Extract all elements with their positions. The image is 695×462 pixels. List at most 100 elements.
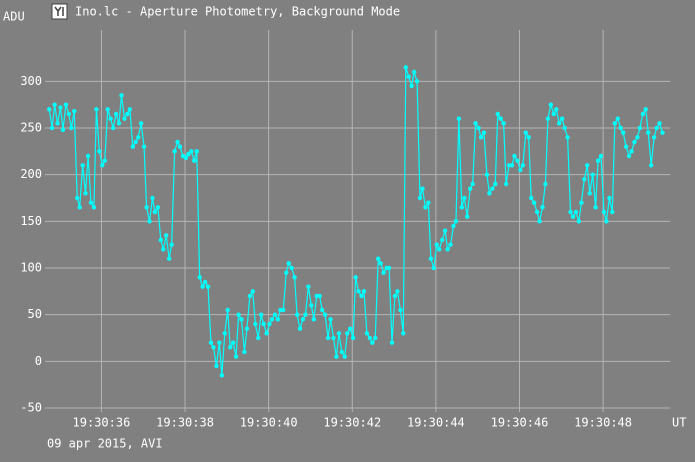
data-point: [116, 121, 122, 126]
data-point: [192, 158, 197, 163]
data-point: [473, 121, 478, 126]
data-point: [141, 144, 147, 149]
data-point: [434, 242, 439, 247]
data-point: [200, 284, 205, 289]
data-point: [217, 340, 222, 345]
data-point: [300, 317, 306, 322]
data-point: [515, 158, 520, 163]
y-tick-label: 0: [35, 354, 42, 368]
data-point: [529, 195, 534, 201]
data-point: [284, 270, 289, 275]
data-point: [364, 331, 370, 336]
data-point: [370, 340, 375, 345]
data-point: [225, 307, 230, 313]
data-point: [651, 135, 657, 140]
data-point: [202, 279, 208, 285]
y-tick-label: 300: [20, 74, 42, 88]
data-point: [155, 205, 161, 210]
data-point: [289, 265, 294, 271]
data-point: [253, 321, 258, 327]
data-point: [91, 205, 97, 210]
data-point: [345, 331, 350, 336]
data-point: [88, 200, 94, 205]
data-point: [615, 116, 620, 121]
data-point: [169, 242, 174, 247]
data-point: [208, 340, 214, 345]
data-point: [406, 74, 411, 79]
data-point: [411, 69, 417, 75]
data-point: [228, 345, 233, 350]
data-point: [236, 312, 241, 317]
data-point: [214, 363, 219, 369]
data-point: [166, 256, 172, 261]
data-point: [136, 135, 141, 140]
data-point: [272, 312, 278, 317]
data-point: [573, 209, 579, 215]
data-point: [534, 209, 540, 215]
data-point: [256, 335, 261, 341]
data-point: [286, 261, 291, 266]
data-point: [590, 172, 595, 177]
data-point: [183, 155, 189, 161]
data-point: [520, 163, 526, 168]
data-point: [540, 205, 545, 210]
data-point: [426, 200, 431, 205]
data-point: [152, 209, 158, 215]
data-point: [487, 191, 492, 196]
data-point: [275, 317, 281, 322]
data-point: [401, 331, 406, 336]
data-point: [175, 139, 180, 145]
data-point: [484, 172, 490, 177]
y-axis-label: ADU: [3, 10, 25, 24]
data-point: [356, 289, 361, 294]
data-point: [545, 116, 551, 121]
data-point: [102, 158, 107, 163]
data-point: [122, 116, 127, 121]
data-point: [640, 111, 646, 117]
data-point: [657, 121, 662, 126]
data-point: [428, 256, 434, 261]
data-point: [52, 102, 57, 107]
data-point: [490, 186, 495, 191]
data-point: [49, 125, 55, 131]
x-axis-label: UT: [672, 416, 686, 430]
data-point: [258, 312, 264, 317]
data-point: [325, 335, 331, 341]
data-point: [576, 219, 582, 224]
data-point: [127, 107, 133, 112]
data-point: [623, 144, 629, 149]
data-point: [612, 121, 618, 126]
data-point: [582, 177, 587, 182]
x-tick-label: 19:30:42: [323, 416, 381, 430]
data-point: [518, 167, 523, 173]
data-point: [420, 186, 425, 191]
data-point: [158, 237, 164, 243]
data-point: [110, 125, 116, 131]
data-point: [509, 163, 515, 168]
x-tick-label: 19:30:36: [73, 416, 131, 430]
data-point: [230, 340, 236, 345]
data-point: [389, 340, 395, 345]
data-point: [373, 335, 378, 341]
data-point: [347, 326, 353, 331]
data-point: [130, 144, 135, 149]
data-point: [105, 107, 110, 112]
data-point: [250, 289, 255, 294]
data-point: [453, 219, 459, 224]
data-point: [537, 219, 542, 224]
data-point: [144, 205, 149, 210]
data-point: [610, 209, 615, 215]
data-point: [58, 105, 63, 110]
data-point: [211, 345, 216, 350]
data-point: [557, 121, 562, 126]
data-point: [222, 331, 227, 336]
data-point: [359, 293, 364, 299]
data-point: [339, 349, 345, 355]
data-point: [654, 125, 659, 131]
data-point: [77, 205, 82, 210]
data-point: [593, 205, 598, 210]
x-tick-label: 19:30:48: [574, 416, 632, 430]
data-point: [378, 261, 383, 266]
data-point: [598, 153, 604, 159]
data-point: [409, 83, 414, 89]
